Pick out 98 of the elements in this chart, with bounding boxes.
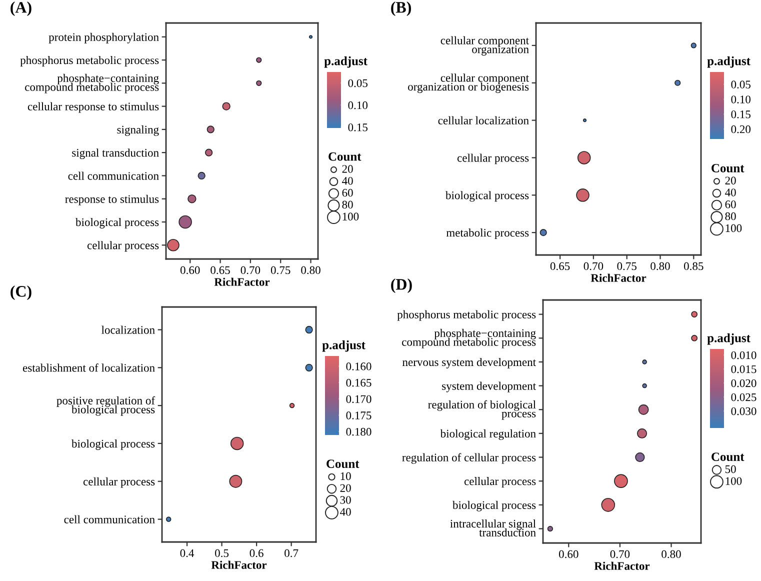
legend-label: 20 [342,165,353,173]
legend-title: Count [712,452,744,461]
y-tick-label: cellular process [87,241,159,252]
legend-label: 50 [725,465,736,474]
x-tick-label: 0.70 [610,550,630,558]
y-tick-label: cell communication [64,515,155,524]
x-tick-label: 0.75 [270,266,290,274]
color-bar-title: p.adjust [324,56,368,68]
x-tick-label: 0.70 [240,266,260,274]
legend-label: 100 [342,212,359,220]
x-tick-label: 0.85 [684,262,704,270]
color-bar-title: p.adjust [707,333,750,345]
y-tick-label: positive regulation of biological process [56,396,156,416]
x-tick-label: 0.4 [180,549,194,558]
x-tick-label: 0.80 [301,266,320,274]
x-tick-label: 0.6 [250,549,264,558]
color-bar-label: 0.180 [346,428,372,436]
x-tick-label: 0.7 [284,549,298,558]
legend-label: 100 [726,224,742,232]
y-tick-label: response to stimulus [65,194,159,206]
x-tick-label: 0.60 [180,266,200,274]
color-bar-label: 0.10 [348,101,368,110]
color-bar-title: p.adjust [322,340,366,352]
color-bar-label: 0.015 [731,365,756,374]
y-tick-label: signal transduction [72,148,159,160]
y-tick-label: protein phosphorylation [48,32,159,44]
x-tick-label: 0.70 [584,262,604,270]
text: (C) [10,286,32,300]
color-bar-label: 0.010 [731,351,756,360]
text: (B) [391,2,411,16]
color-bar-label: 0.160 [346,362,372,370]
text: (A) [10,2,32,16]
y-tick-label: nervous system development [402,358,536,368]
y-tick-label: phosphorus metabolic process [397,310,536,321]
legend-label: 80 [342,200,353,209]
legend-title: Count [328,152,362,161]
x-tick-label: 0.65 [550,262,570,270]
y-tick-label: phosphorus metabolic process [20,56,159,66]
legend-label: 60 [725,200,736,208]
y-tick-label: cellular response to stimulus [28,102,159,113]
legend-label: 10 [340,472,351,480]
y-tick-label: cellular component organization or biogenesis [408,74,529,93]
color-bar-label: 0.20 [731,125,751,134]
y-tick-label: metabolic process [446,228,529,240]
legend-label: 40 [725,188,736,196]
legend-label: 20 [725,176,736,184]
color-bar-label: 0.05 [348,79,368,88]
y-tick-label: biological regulation [440,429,536,440]
y-tick-label: biological process [72,439,155,450]
legend-label: 30 [340,496,351,504]
x-tick-label: 0.5 [215,549,229,558]
text: (D) [391,278,412,294]
y-tick-label: cellular process [457,154,529,164]
x-tick-label: 0.75 [617,262,636,270]
color-bar-label: 0.15 [348,123,368,132]
y-tick-label: cellular process [464,477,536,488]
legend-label: 80 [725,212,736,220]
legend-label: 100 [726,477,742,485]
color-bar-label: 0.030 [731,407,756,416]
x-axis-title: RichFactor [214,278,270,286]
y-tick-label: phosphate−containing compound metabolic process [25,74,159,94]
color-bar-label: 0.10 [731,96,751,104]
x-tick-label: 0.80 [650,262,670,270]
y-tick-label: intracellular signal transduction [450,519,536,536]
color-bar-label: 0.175 [346,412,372,420]
y-tick-label: localization [102,326,155,334]
y-tick-label: signaling [117,125,159,136]
y-tick-label: phosphate−containing compound metabolic process [402,328,536,348]
y-tick-label: cellular process [83,477,155,488]
y-tick-label: system development [442,382,536,392]
y-tick-label: cellular component organization [440,36,529,56]
y-tick-label: regulation of biological process [428,400,536,420]
x-tick-label: 0.80 [662,550,681,558]
x-tick-label: 0.60 [559,550,578,558]
x-axis-title: RichFactor [211,560,267,569]
color-bar-label: 0.15 [731,110,750,118]
color-bar-label: 0.165 [346,378,372,387]
color-bar-label: 0.020 [731,379,756,388]
color-bar-title: p.adjust [707,56,750,68]
y-tick-label: cell communication [68,172,159,180]
y-tick-label: biological process [446,191,529,202]
legend-title: Count [712,164,744,172]
y-tick-label: cellular localization [438,116,529,124]
x-axis-title: RichFactor [590,274,646,282]
y-tick-label: establishment of localization [22,364,155,372]
legend-label: 40 [340,508,351,516]
legend-label: 60 [342,188,353,197]
y-tick-label: biological process [452,500,536,512]
color-bar-label: 0.05 [731,80,750,88]
x-axis-title: RichFactor [594,562,650,570]
y-tick-label: regulation of cellular process [402,453,536,464]
legend-label: 20 [340,484,351,492]
legend-title: Count [326,460,360,468]
y-tick-label: biological process [76,218,159,228]
color-bar-label: 0.170 [346,395,372,404]
x-tick-label: 0.65 [210,266,230,274]
legend-label: 40 [342,176,353,185]
color-bar-label: 0.025 [731,393,756,402]
